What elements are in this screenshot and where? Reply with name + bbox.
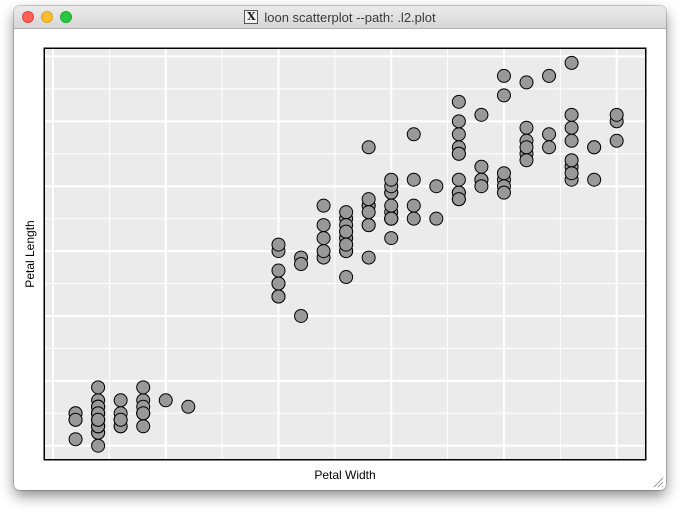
scatter-point[interactable] — [361, 218, 376, 233]
scatter-point[interactable] — [451, 94, 466, 109]
zoom-window-button[interactable] — [60, 11, 72, 23]
scatter-point[interactable] — [361, 192, 376, 207]
scatter-point[interactable] — [91, 412, 106, 427]
x11-icon: X — [244, 10, 259, 24]
grid-lines — [44, 48, 646, 460]
scatter-point[interactable] — [316, 218, 331, 233]
scatter-point[interactable] — [519, 140, 534, 155]
scatter-point[interactable] — [519, 75, 534, 90]
scatter-point[interactable] — [136, 406, 151, 421]
scatter-point[interactable] — [68, 432, 83, 447]
scatter-point[interactable] — [587, 172, 602, 187]
scatter-point[interactable] — [542, 140, 557, 155]
scatter-point[interactable] — [384, 198, 399, 213]
scatter-point[interactable] — [406, 198, 421, 213]
scatter-point[interactable] — [429, 211, 444, 226]
scatter-point[interactable] — [542, 127, 557, 142]
app-window: X loon scatterplot --path: .l2.plot Peta… — [14, 6, 666, 490]
scatter-point[interactable] — [496, 185, 511, 200]
scatter-point[interactable] — [564, 55, 579, 70]
scatter-point[interactable] — [542, 68, 557, 83]
scatter-point[interactable] — [406, 211, 421, 226]
close-window-button[interactable] — [22, 11, 34, 23]
scatter-point[interactable] — [316, 231, 331, 246]
scatter-point[interactable] — [136, 419, 151, 434]
scatter-point[interactable] — [564, 107, 579, 122]
scatter-point[interactable] — [406, 127, 421, 142]
scatter-point[interactable] — [496, 166, 511, 181]
scatter-point[interactable] — [474, 179, 489, 194]
scatter-point[interactable] — [564, 120, 579, 135]
scatter-point[interactable] — [271, 289, 286, 304]
scatter-point[interactable] — [451, 172, 466, 187]
scatter-point[interactable] — [294, 308, 309, 323]
scatter-point[interactable] — [339, 270, 354, 285]
scatter-point[interactable] — [361, 205, 376, 220]
scatter-point[interactable] — [113, 393, 128, 408]
scatter-point[interactable] — [496, 68, 511, 83]
scatter-point[interactable] — [339, 224, 354, 239]
scatter-point[interactable] — [474, 107, 489, 122]
scatter-point[interactable] — [474, 159, 489, 174]
point-layer[interactable] — [68, 55, 624, 453]
scatterplot[interactable]: Petal Width Petal Length — [14, 29, 666, 490]
scatter-point[interactable] — [609, 133, 624, 148]
scatter-point[interactable] — [113, 412, 128, 427]
scatter-point[interactable] — [136, 380, 151, 395]
resize-grip-icon[interactable] — [652, 476, 664, 488]
scatter-point[interactable] — [181, 399, 196, 414]
scatter-point[interactable] — [294, 257, 309, 272]
scatter-point[interactable] — [91, 380, 106, 395]
scatter-point[interactable] — [361, 140, 376, 155]
scatter-point[interactable] — [339, 237, 354, 252]
scatter-point[interactable] — [271, 237, 286, 252]
scatter-point[interactable] — [384, 211, 399, 226]
scatter-point[interactable] — [316, 244, 331, 259]
x-axis-label: Petal Width — [314, 468, 375, 482]
y-axis-label: Petal Length — [23, 220, 37, 287]
scatter-point[interactable] — [384, 231, 399, 246]
scatter-point[interactable] — [91, 438, 106, 453]
scatter-point[interactable] — [564, 166, 579, 181]
scatter-point[interactable] — [158, 393, 173, 408]
scatter-point[interactable] — [271, 276, 286, 291]
scatter-point[interactable] — [429, 179, 444, 194]
scatter-point[interactable] — [406, 172, 421, 187]
scatter-point[interactable] — [519, 120, 534, 135]
scatter-point[interactable] — [451, 114, 466, 129]
scatter-point[interactable] — [68, 412, 83, 427]
title-bar[interactable]: X loon scatterplot --path: .l2.plot — [14, 6, 666, 29]
scatter-point[interactable] — [451, 146, 466, 161]
plot-area[interactable]: Petal Width Petal Length — [14, 29, 666, 490]
scatter-point[interactable] — [609, 107, 624, 122]
window-title-area: X loon scatterplot --path: .l2.plot — [14, 6, 666, 28]
scatter-point[interactable] — [271, 263, 286, 278]
scatter-point[interactable] — [564, 133, 579, 148]
minimize-window-button[interactable] — [41, 11, 53, 23]
plot-border — [44, 48, 646, 460]
scatter-point[interactable] — [519, 153, 534, 168]
scatter-point[interactable] — [361, 250, 376, 265]
scatter-point[interactable] — [316, 198, 331, 213]
scatter-point[interactable] — [339, 205, 354, 220]
scatter-point[interactable] — [587, 140, 602, 155]
scatter-point[interactable] — [451, 127, 466, 142]
scatter-point[interactable] — [384, 172, 399, 187]
scatter-point[interactable] — [496, 88, 511, 103]
scatter-point[interactable] — [451, 192, 466, 207]
scatter-point[interactable] — [564, 153, 579, 168]
window-title: loon scatterplot --path: .l2.plot — [264, 9, 436, 25]
